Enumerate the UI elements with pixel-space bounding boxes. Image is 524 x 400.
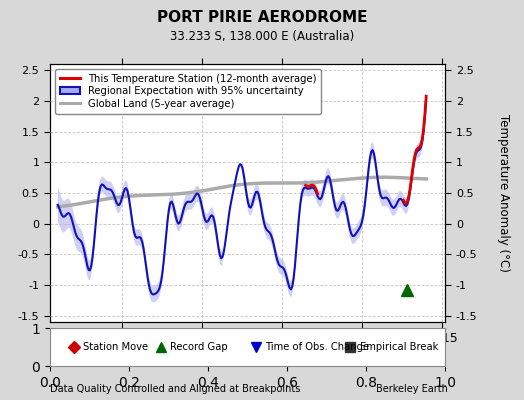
Text: Record Gap: Record Gap	[170, 342, 228, 352]
Text: Berkeley Earth: Berkeley Earth	[376, 384, 448, 394]
Text: Time of Obs. Change: Time of Obs. Change	[265, 342, 369, 352]
Text: 33.233 S, 138.000 E (Australia): 33.233 S, 138.000 E (Australia)	[170, 30, 354, 43]
Legend: This Temperature Station (12-month average), Regional Expectation with 95% uncer: This Temperature Station (12-month avera…	[55, 69, 321, 114]
Text: Data Quality Controlled and Aligned at Breakpoints: Data Quality Controlled and Aligned at B…	[50, 384, 300, 394]
Text: PORT PIRIE AERODROME: PORT PIRIE AERODROME	[157, 10, 367, 25]
Y-axis label: Temperature Anomaly (°C): Temperature Anomaly (°C)	[497, 114, 510, 272]
Text: Empirical Break: Empirical Break	[361, 342, 439, 352]
Text: Station Move: Station Move	[83, 342, 148, 352]
